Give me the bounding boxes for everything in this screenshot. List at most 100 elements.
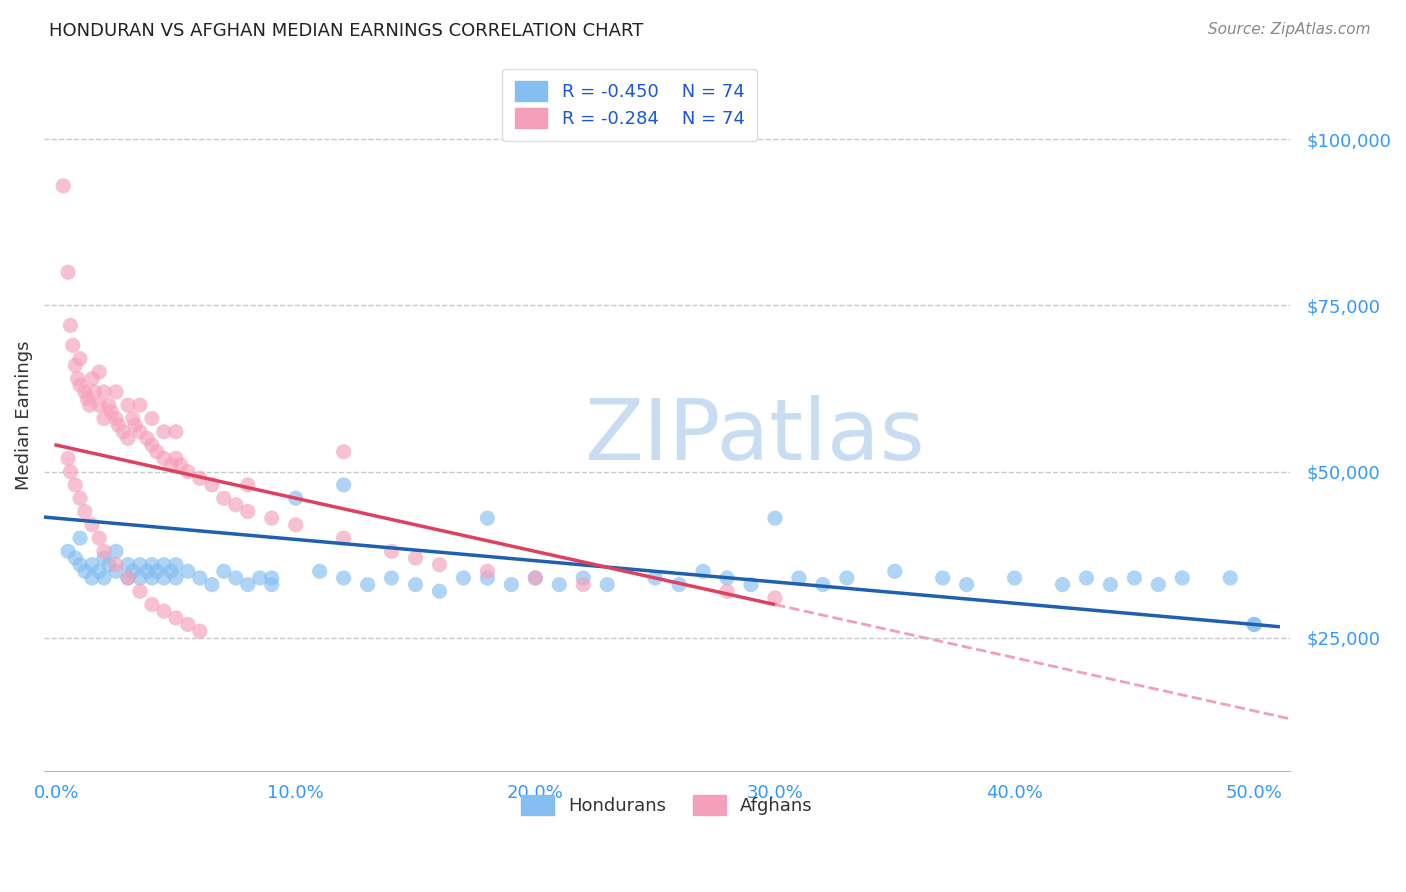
Point (1171, 571, 1194, 585)
Point (716, 584, 738, 599)
Point (260, 571, 283, 585)
Point (93, 544, 115, 558)
Point (572, 577, 595, 591)
Text: ZIPatlas: ZIPatlas (583, 395, 925, 478)
Point (332, 444, 354, 458)
Point (141, 411, 163, 425)
Point (145, 444, 167, 458)
Point (129, 425, 152, 439)
Point (136, 564, 159, 578)
Point (59, 318, 82, 333)
Point (524, 571, 547, 585)
Point (170, 458, 193, 472)
Point (107, 418, 129, 433)
Point (65, 359, 87, 373)
Point (548, 577, 571, 591)
Point (165, 425, 187, 439)
Point (332, 531, 354, 545)
Point (763, 591, 786, 605)
Point (260, 511, 283, 525)
Point (225, 498, 247, 512)
Point (105, 411, 128, 425)
Point (129, 398, 152, 412)
Text: Source: ZipAtlas.com: Source: ZipAtlas.com (1208, 22, 1371, 37)
Point (165, 571, 187, 585)
Point (429, 584, 451, 599)
Point (59, 465, 82, 479)
Point (201, 478, 224, 492)
Point (201, 577, 224, 591)
Point (236, 577, 259, 591)
Point (405, 551, 427, 566)
Point (117, 398, 139, 412)
Point (141, 598, 163, 612)
Text: HONDURAN VS AFGHAN MEDIAN EARNINGS CORRELATION CHART: HONDURAN VS AFGHAN MEDIAN EARNINGS CORRE… (49, 22, 644, 40)
Point (89, 531, 111, 545)
Point (225, 571, 247, 585)
Point (453, 571, 475, 585)
Point (83, 384, 105, 399)
Point (644, 571, 666, 585)
Point (188, 624, 211, 639)
Point (93, 384, 115, 399)
Point (716, 571, 738, 585)
Point (117, 558, 139, 572)
Point (501, 577, 523, 591)
Point (69, 351, 91, 366)
Point (380, 571, 402, 585)
Point (129, 571, 152, 585)
Point (883, 564, 905, 578)
Point (79, 398, 101, 412)
Point (56, 265, 79, 279)
Point (249, 571, 271, 585)
Point (284, 517, 307, 532)
Point (332, 478, 354, 492)
Point (93, 411, 115, 425)
Point (740, 577, 762, 591)
Point (787, 571, 810, 585)
Point (177, 564, 200, 578)
Point (931, 571, 953, 585)
Point (66, 371, 89, 385)
Point (835, 571, 858, 585)
Point (73, 564, 96, 578)
Point (56, 451, 79, 466)
Point (160, 458, 183, 472)
Point (117, 571, 139, 585)
Point (596, 577, 619, 591)
Point (129, 558, 152, 572)
Point (956, 577, 979, 591)
Point (145, 564, 167, 578)
Point (76, 392, 98, 406)
Point (1243, 617, 1265, 632)
Point (69, 558, 91, 572)
Point (129, 584, 152, 599)
Point (165, 611, 187, 625)
Point (112, 425, 135, 439)
Point (117, 431, 139, 445)
Point (65, 551, 87, 566)
Point (284, 491, 307, 506)
Point (260, 577, 283, 591)
Point (1219, 571, 1241, 585)
Point (153, 571, 176, 585)
Point (89, 365, 111, 379)
Point (97, 398, 120, 412)
Point (105, 544, 128, 558)
Point (89, 398, 111, 412)
Point (80, 558, 103, 572)
Point (73, 504, 96, 518)
Point (62, 338, 84, 352)
Point (188, 571, 211, 585)
Point (153, 451, 176, 466)
Point (160, 564, 183, 578)
Point (65, 478, 87, 492)
Point (165, 558, 187, 572)
Point (811, 577, 834, 591)
Point (236, 478, 259, 492)
Point (188, 471, 211, 485)
Point (69, 491, 91, 506)
Point (1076, 571, 1098, 585)
Point (56, 544, 79, 558)
Point (141, 558, 163, 572)
